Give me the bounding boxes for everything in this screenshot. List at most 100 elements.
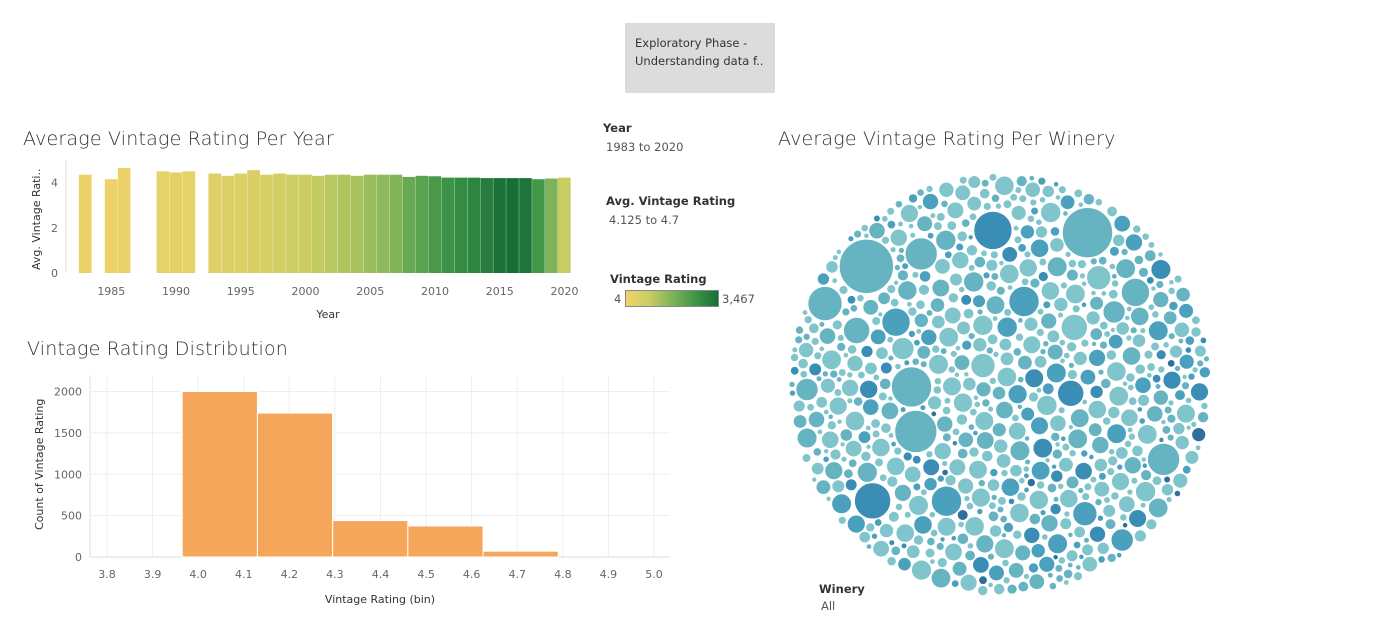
- winery-bubble[interactable]: [888, 511, 900, 523]
- winery-bubble[interactable]: [1138, 267, 1149, 278]
- winery-bubble[interactable]: [1034, 355, 1048, 369]
- winery-bubble[interactable]: [1105, 349, 1117, 361]
- winery-bubble[interactable]: [1168, 301, 1179, 311]
- winery-bubble[interactable]: [1088, 349, 1106, 367]
- winery-bubble[interactable]: [978, 575, 988, 585]
- winery-bubble[interactable]: [968, 460, 988, 480]
- winery-bubble[interactable]: [1001, 532, 1007, 539]
- winery-bubble[interactable]: [881, 236, 890, 245]
- winery-bubble[interactable]: [794, 335, 803, 345]
- winery-bubble[interactable]: [843, 352, 849, 358]
- winery-bubble[interactable]: [857, 371, 866, 380]
- winery-bubble[interactable]: [1063, 352, 1071, 360]
- winery-bubble[interactable]: [896, 253, 906, 263]
- winery-bubble[interactable]: [1132, 333, 1146, 348]
- winery-bubble[interactable]: [810, 337, 820, 346]
- winery-bubble[interactable]: [1008, 422, 1027, 441]
- year-bar[interactable]: [247, 170, 260, 273]
- winery-bubble[interactable]: [915, 328, 922, 335]
- winery-bubble[interactable]: [1184, 346, 1192, 354]
- winery-bubble[interactable]: [985, 280, 997, 292]
- winery-bubble[interactable]: [1008, 286, 1040, 317]
- winery-bubble[interactable]: [1106, 205, 1118, 217]
- winery-bubble[interactable]: [940, 200, 949, 208]
- winery-bubble[interactable]: [1172, 422, 1186, 435]
- winery-bubble[interactable]: [955, 242, 964, 252]
- winery-bubble[interactable]: [1028, 490, 1049, 510]
- winery-bubble[interactable]: [1187, 372, 1196, 381]
- winery-bubble[interactable]: [1077, 259, 1087, 269]
- winery-bubble[interactable]: [873, 214, 881, 223]
- winery-bubble[interactable]: [1090, 257, 1098, 266]
- winery-bubble[interactable]: [986, 295, 1006, 315]
- winery-bubble[interactable]: [1029, 277, 1041, 289]
- winery-bubble[interactable]: [875, 346, 889, 360]
- winery-bubble[interactable]: [1141, 462, 1148, 469]
- winery-bubble[interactable]: [973, 400, 981, 408]
- winery-bubble[interactable]: [1049, 237, 1065, 253]
- year-bar[interactable]: [286, 174, 299, 273]
- winery-bubble[interactable]: [1112, 234, 1126, 247]
- winery-bubble[interactable]: [890, 441, 897, 447]
- winery-bubble[interactable]: [1108, 386, 1129, 407]
- winery-bubble[interactable]: [950, 535, 957, 542]
- winery-bubble[interactable]: [911, 357, 920, 366]
- winery-bubble[interactable]: [943, 397, 951, 405]
- winery-bubble[interactable]: [1083, 537, 1090, 544]
- winery-bubble[interactable]: [957, 431, 974, 448]
- winery-bubble[interactable]: [841, 307, 851, 317]
- winery-bubble[interactable]: [920, 329, 938, 346]
- winery-bubble[interactable]: [860, 224, 869, 232]
- winery-bubble[interactable]: [894, 410, 938, 453]
- year-bar[interactable]: [350, 175, 364, 273]
- winery-bubble[interactable]: [1080, 339, 1090, 348]
- winery-bubble[interactable]: [930, 410, 937, 417]
- winery-bubble[interactable]: [1089, 385, 1104, 399]
- winery-bubble[interactable]: [1052, 496, 1060, 503]
- winery-bubble[interactable]: [1094, 498, 1103, 506]
- winery-bubble[interactable]: [927, 232, 935, 240]
- winery-bubble[interactable]: [933, 221, 943, 231]
- winery-bubble[interactable]: [1181, 381, 1190, 390]
- winery-bubble[interactable]: [1191, 366, 1199, 374]
- winery-bubble[interactable]: [1125, 233, 1143, 252]
- winery-bubble[interactable]: [1093, 481, 1110, 498]
- winery-bubble[interactable]: [890, 228, 908, 247]
- winery-bubble[interactable]: [1052, 554, 1059, 561]
- winery-bubble[interactable]: [874, 518, 883, 527]
- winery-bubble[interactable]: [1072, 501, 1098, 527]
- winery-bubble[interactable]: [1088, 454, 1095, 460]
- winery-bubble[interactable]: [919, 270, 931, 283]
- winery-bubble[interactable]: [846, 371, 854, 379]
- winery-bubble[interactable]: [894, 484, 912, 502]
- year-bar[interactable]: [221, 175, 235, 273]
- winery-bubble[interactable]: [1057, 556, 1066, 565]
- winery-bubble[interactable]: [973, 211, 1013, 250]
- winery-bubble[interactable]: [1049, 414, 1067, 432]
- winery-bubble[interactable]: [813, 351, 822, 361]
- winery-bubble[interactable]: [1144, 249, 1157, 262]
- winery-bubble[interactable]: [967, 423, 975, 431]
- winery-bubble[interactable]: [1002, 576, 1011, 585]
- winery-bubble[interactable]: [1073, 188, 1083, 198]
- winery-bubble[interactable]: [1023, 317, 1039, 332]
- winery-bubble[interactable]: [1097, 514, 1104, 522]
- winery-bubble[interactable]: [989, 524, 1002, 538]
- winery-bubble[interactable]: [969, 408, 978, 417]
- winery-bubble[interactable]: [1022, 465, 1030, 473]
- winery-bubble[interactable]: [811, 462, 825, 476]
- winery-bubble[interactable]: [879, 473, 888, 482]
- winery-bubble[interactable]: [848, 458, 858, 468]
- winery-bubble[interactable]: [1131, 444, 1144, 457]
- winery-bubble[interactable]: [1054, 564, 1063, 573]
- winery-bubble[interactable]: [827, 413, 834, 420]
- winery-bubble[interactable]: [1024, 181, 1041, 198]
- winery-bubble[interactable]: [1063, 510, 1071, 518]
- winery-bubble[interactable]: [802, 333, 811, 341]
- winery-bubble[interactable]: [1167, 359, 1176, 368]
- winery-bubble[interactable]: [951, 440, 958, 447]
- winery-bubble[interactable]: [1038, 271, 1049, 282]
- winery-bubble[interactable]: [839, 441, 846, 448]
- year-bar[interactable]: [493, 178, 506, 273]
- year-bar[interactable]: [78, 174, 92, 273]
